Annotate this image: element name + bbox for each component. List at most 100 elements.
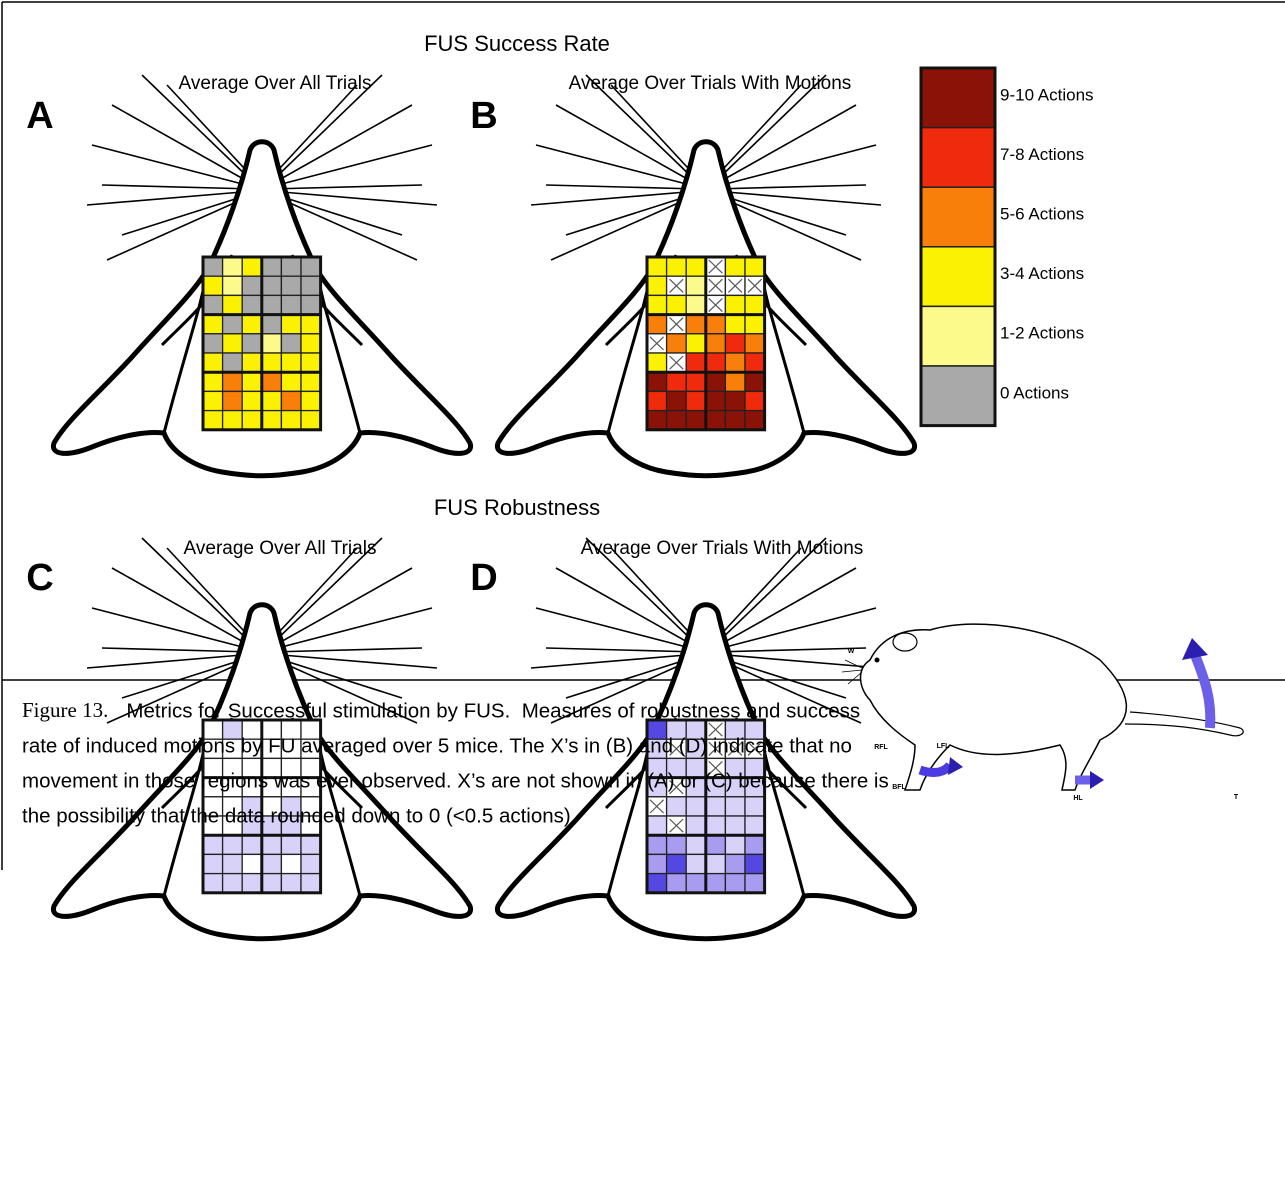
- grid-cell: [745, 411, 765, 430]
- grid-cell: [725, 372, 745, 391]
- grid-cell: [281, 295, 301, 314]
- grid-cell: [223, 854, 243, 873]
- body-part-label: HL: [1073, 795, 1083, 802]
- grid-cell: [647, 854, 667, 873]
- legend-label: 0 Actions: [1000, 383, 1069, 402]
- grid-cell: [301, 257, 321, 276]
- grid-cell: [262, 835, 282, 854]
- panel-subtitle: Average Over All Trials: [184, 538, 377, 559]
- grid-cell: [203, 315, 223, 334]
- legend-swatch: [921, 68, 995, 128]
- grid-cell: [686, 315, 706, 334]
- grid-cell: [301, 372, 321, 391]
- grid-cell: [686, 854, 706, 873]
- grid-cell: [745, 854, 765, 873]
- grid-cell: [706, 797, 726, 816]
- grid-cell: [281, 353, 301, 372]
- panel-subtitle: Average Over Trials With Motions: [569, 73, 852, 94]
- grid-cell: [203, 391, 223, 410]
- caption-line: rate of induced motions by FU averaged o…: [22, 734, 852, 757]
- grid-cell: [706, 854, 726, 873]
- caption-line: the possibility that the data rounded do…: [22, 804, 576, 827]
- grid-cell: [223, 391, 243, 410]
- grid-cell: [203, 295, 223, 314]
- legend-label: 9-10 Actions: [1000, 85, 1094, 104]
- grid-cell: [745, 816, 765, 835]
- panel-label: A: [26, 95, 53, 137]
- grid-cell: [667, 295, 687, 314]
- grid-cell: [262, 315, 282, 334]
- grid-cell: [745, 353, 765, 372]
- figure: FUS Success Rate FUS Robustness AAverage…: [0, 0, 1285, 1179]
- grid-cell: [725, 411, 745, 430]
- grid-cell: [301, 854, 321, 873]
- grid-cell: [301, 295, 321, 314]
- grid-cell: [281, 372, 301, 391]
- grid-cell: [686, 797, 706, 816]
- grid-cell: [242, 372, 262, 391]
- grid-cell: [242, 276, 262, 295]
- grid-cell: [223, 295, 243, 314]
- grid-cell: [745, 295, 765, 314]
- panel-label: C: [26, 557, 53, 599]
- grid-cell: [223, 257, 243, 276]
- grid-cell: [281, 854, 301, 873]
- grid-cell: [281, 391, 301, 410]
- grid-cell: [262, 411, 282, 430]
- grid-cell: [242, 295, 262, 314]
- grid-cell: [686, 816, 706, 835]
- body-part-label: LFL: [937, 743, 951, 750]
- grid-cell: [647, 295, 667, 314]
- grid-cell: [203, 854, 223, 873]
- grid-cell: [725, 874, 745, 893]
- grid-cell: [706, 391, 726, 410]
- grid-cell: [281, 874, 301, 893]
- grid-cell: [686, 391, 706, 410]
- grid-cell: [725, 816, 745, 835]
- grid-cell: [203, 334, 223, 353]
- grid-cell: [301, 315, 321, 334]
- title: FUS Success Rate: [424, 31, 610, 56]
- grid-cell: [647, 411, 667, 430]
- legend-swatch: [921, 128, 995, 188]
- grid-cell: [223, 874, 243, 893]
- grid-cell: [203, 257, 223, 276]
- grid-cell: [647, 835, 667, 854]
- caption-line: movement in those regions was ever obser…: [22, 769, 889, 792]
- caption-line: Metrics for Successful stimulation by FU…: [115, 699, 860, 722]
- grid-cell: [686, 411, 706, 430]
- grid-cell: [281, 835, 301, 854]
- legend-label: 7-8 Actions: [1000, 145, 1084, 164]
- grid-cell: [725, 391, 745, 410]
- legend: 9-10 Actions 7-8 Actions 5-6 Actions 3-4 Ac…: [921, 68, 1094, 426]
- grid-cell: [725, 257, 745, 276]
- grid-cell: [745, 797, 765, 816]
- grid-cell: [203, 372, 223, 391]
- grid-cell: [301, 874, 321, 893]
- grid-cell: [745, 874, 765, 893]
- grid-cell: [647, 315, 667, 334]
- body-part-label: T: [1234, 794, 1239, 801]
- grid-cell: [223, 276, 243, 295]
- grid-cell: [203, 874, 223, 893]
- grid-cell: [647, 276, 667, 295]
- grid-cell: [262, 874, 282, 893]
- grid-cell: [686, 874, 706, 893]
- grid-cell: [203, 353, 223, 372]
- grid-cell: [706, 874, 726, 893]
- legend-swatch: [921, 187, 995, 247]
- grid-cell: [262, 257, 282, 276]
- grid-cell: [647, 816, 667, 835]
- grid-cell: [725, 353, 745, 372]
- grid-cell: [686, 353, 706, 372]
- grid-cell: [262, 854, 282, 873]
- grid-cell: [686, 334, 706, 353]
- grid-cell: [223, 411, 243, 430]
- grid-cell: [706, 411, 726, 430]
- grid-cell: [262, 295, 282, 314]
- grid-cell: [706, 835, 726, 854]
- legend-label: 3-4 Actions: [1000, 264, 1084, 283]
- grid-cell: [667, 334, 687, 353]
- legend-label: 5-6 Actions: [1000, 204, 1084, 223]
